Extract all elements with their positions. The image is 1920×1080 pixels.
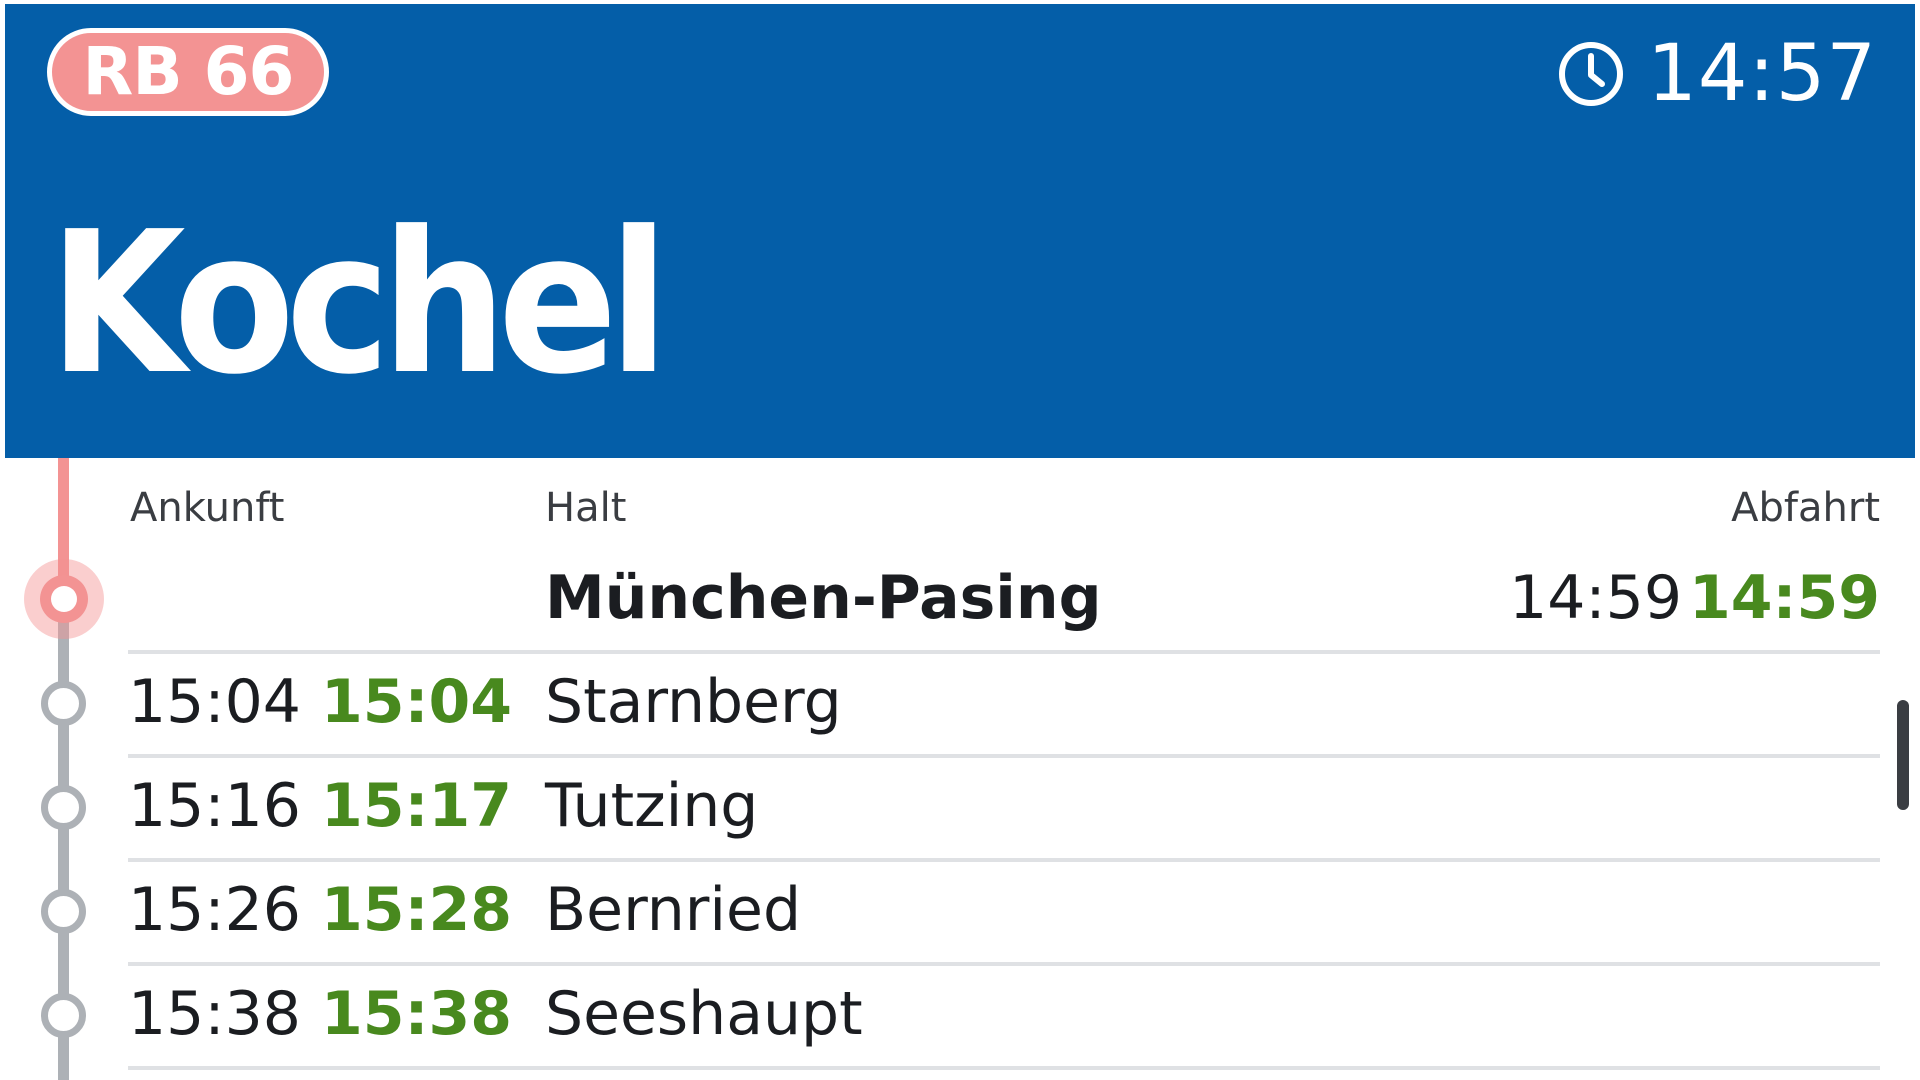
arrival-planned: 15:04	[128, 667, 301, 737]
stop-marker	[41, 993, 86, 1038]
timeline-passed	[58, 458, 69, 598]
stop-name: Starnberg	[545, 667, 842, 737]
stop-row-current: München-Pasing 14:59 14:59	[128, 546, 1880, 654]
stop-row: 15:38 15:38 Seeshaupt	[128, 962, 1880, 1070]
stop-name: Seeshaupt	[545, 979, 863, 1049]
stop-marker	[41, 785, 86, 830]
stop-marker	[41, 681, 86, 726]
departure-actual: 14:59	[1689, 563, 1880, 633]
header-bar: RB 66 14:57 Kochel	[5, 4, 1915, 458]
clock-icon	[1559, 42, 1624, 106]
arrival-actual: 15:04	[321, 667, 512, 737]
arrival-actual: 15:38	[321, 979, 512, 1049]
column-header-stop: Halt	[545, 485, 627, 531]
line-badge: RB 66	[47, 28, 329, 116]
scrollbar-thumb[interactable]	[1897, 700, 1909, 810]
stop-name: Bernried	[545, 875, 802, 945]
column-header-departure: Abfahrt	[1731, 485, 1880, 531]
clock: 14:57	[1557, 26, 1877, 122]
arrival-planned: 15:26	[128, 875, 301, 945]
current-time: 14:57	[1647, 29, 1877, 119]
current-stop-marker	[24, 559, 104, 639]
timeline-upcoming	[58, 598, 69, 1080]
arrival-planned: 15:38	[128, 979, 301, 1049]
arrival-planned: 15:16	[128, 771, 301, 841]
stop-name: Tutzing	[545, 771, 759, 841]
destination-title: Kochel	[49, 190, 669, 418]
scrollbar[interactable]	[1897, 700, 1909, 1030]
departure-planned: 14:59	[1509, 563, 1682, 633]
stop-row: 15:26 15:28 Bernried	[128, 858, 1880, 966]
stop-row: 15:04 15:04 Starnberg	[128, 650, 1880, 758]
stop-marker	[41, 889, 86, 934]
stop-name: München-Pasing	[545, 563, 1102, 633]
arrival-actual: 15:17	[321, 771, 512, 841]
arrival-actual: 15:28	[321, 875, 512, 945]
stop-row: 15:16 15:17 Tutzing	[128, 754, 1880, 862]
column-header-arrival: Ankunft	[130, 485, 285, 531]
